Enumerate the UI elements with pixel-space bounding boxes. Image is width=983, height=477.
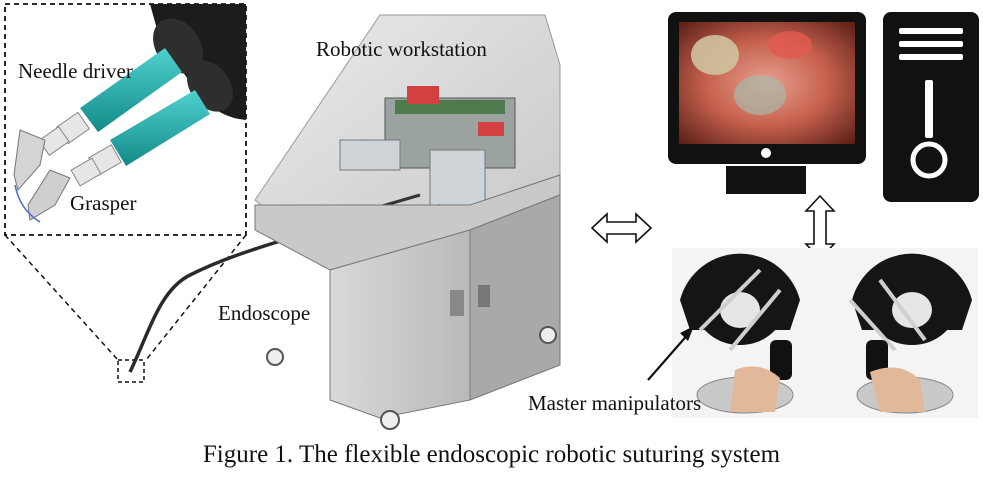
label-endoscope: Endoscope: [218, 301, 311, 325]
horizontal-double-arrow-icon: [590, 212, 653, 244]
label-master-manipulators: Master manipulators: [528, 391, 702, 415]
arrowhead-icon: [680, 326, 694, 341]
monitor-icon: [668, 12, 866, 194]
label-robotic-workstation: Robotic workstation: [316, 37, 487, 61]
endoscope-cable: [128, 233, 301, 373]
computer-tower-icon: [883, 12, 979, 202]
pointer-arrow-line: [647, 331, 691, 381]
robotic-workstation: [254, 14, 561, 430]
instrument-inset: [4, 3, 247, 236]
tip-highlight-box: [117, 359, 145, 383]
figure-caption: Figure 1. The flexible endoscopic roboti…: [202, 441, 781, 468]
label-grasper: Grasper: [70, 191, 137, 215]
master-manipulators-photo: [672, 248, 978, 418]
label-needle-driver: Needle driver: [18, 59, 133, 83]
